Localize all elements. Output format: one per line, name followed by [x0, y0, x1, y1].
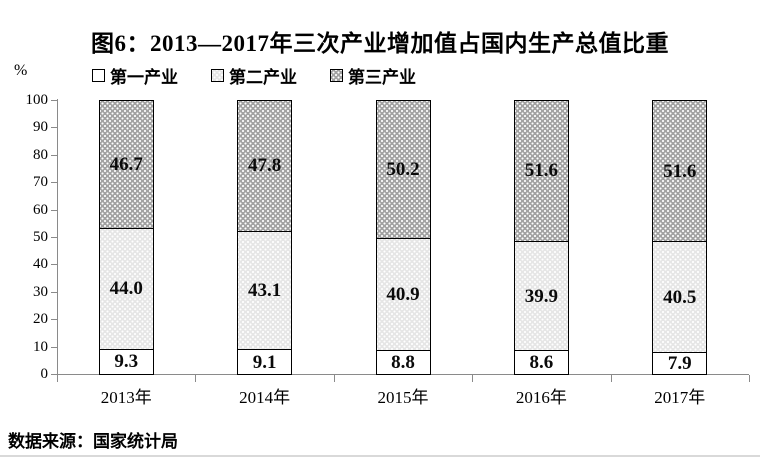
bar-segment-dark-dots: 47.8	[237, 100, 293, 232]
bar-value-label: 43.1	[247, 280, 282, 302]
y-tick-label: 80	[33, 146, 48, 163]
bar-value-label: 9.3	[114, 351, 139, 373]
bar-segment-dark-dots: 50.2	[375, 100, 431, 239]
bar-segment-light-dots: 40.5	[652, 241, 708, 354]
bar-value-label: 47.8	[247, 155, 282, 177]
y-tick-label: 0	[40, 366, 49, 382]
x-axis-tick	[57, 375, 58, 382]
bar-segment-white: 8.8	[375, 349, 431, 375]
data-source-note: 数据来源：国家统计局	[8, 432, 178, 451]
y-tick-label: 60	[33, 201, 48, 218]
x-category-label: 2013年	[100, 388, 152, 407]
y-axis-tick	[51, 346, 57, 348]
bar-segment-white: 7.9	[652, 352, 708, 375]
y-tick-label: 10	[33, 338, 48, 355]
y-axis-tick	[51, 127, 57, 129]
x-category-label: 2016年	[515, 388, 567, 407]
legend-label: 第二产业	[229, 68, 297, 87]
y-axis-tick	[51, 291, 57, 293]
y-axis-tick	[51, 209, 57, 211]
legend-item-primary-industry: 第一产业	[92, 63, 178, 88]
bar-value-label: 51.6	[524, 160, 559, 182]
y-axis-tick	[51, 100, 57, 101]
bar-value-label: 40.5	[663, 286, 697, 308]
bar-segment-dark-dots: 46.7	[98, 100, 154, 229]
y-tick-label: 20	[33, 311, 48, 328]
y-axis-tick	[51, 154, 57, 156]
legend-swatch-dark-dots-icon	[330, 69, 343, 82]
y-axis-tick	[51, 264, 57, 266]
bar-value-label: 7.9	[667, 353, 692, 375]
bar-segment-light-dots: 43.1	[237, 230, 293, 351]
y-tick-label: 70	[33, 174, 48, 191]
y-axis-tick	[51, 319, 57, 321]
y-tick-label: 100	[25, 92, 49, 108]
bar-segment-white: 8.6	[513, 350, 569, 375]
bar-value-label: 8.6	[529, 352, 554, 374]
y-axis-tick	[51, 237, 57, 238]
legend-item-secondary-industry: 第二产业	[211, 63, 297, 88]
bar-value-label: 39.9	[524, 285, 559, 307]
y-axis-unit-label: %	[14, 62, 28, 79]
legend: 第一产业 第二产业 第三产业	[92, 63, 416, 88]
bar-value-label: 8.8	[391, 351, 415, 373]
bottom-divider	[0, 455, 760, 457]
x-axis-tick	[472, 375, 474, 382]
bar-segment-light-dots: 40.9	[375, 237, 431, 351]
x-axis-tick	[610, 375, 612, 382]
legend-swatch-light-dots-icon	[211, 69, 224, 82]
legend-swatch-white-icon	[92, 69, 105, 82]
x-axis-tick	[333, 375, 335, 382]
y-tick-label: 40	[33, 256, 48, 273]
y-axis-tick	[51, 374, 57, 375]
y-tick-label: 50	[33, 229, 48, 245]
legend-item-tertiary-industry: 第三产业	[330, 63, 416, 88]
legend-label: 第三产业	[348, 68, 416, 87]
bar-value-label: 40.9	[386, 283, 420, 305]
x-axis-tick	[749, 375, 750, 382]
bar-segment-white: 9.3	[98, 348, 154, 375]
x-category-label: 2017年	[654, 388, 706, 407]
bar-value-label: 51.6	[663, 160, 697, 182]
y-axis-tick	[51, 182, 57, 184]
bar-value-label: 44.0	[109, 278, 143, 300]
bar-segment-dark-dots: 51.6	[513, 99, 569, 243]
bar-value-label: 46.7	[109, 153, 143, 175]
x-category-label: 2015年	[377, 388, 429, 407]
legend-label: 第一产业	[110, 68, 178, 87]
x-axis-tick	[195, 375, 197, 382]
bar-segment-dark-dots: 51.6	[652, 100, 708, 243]
y-tick-label: 30	[33, 283, 48, 300]
y-tick-label: 90	[33, 119, 48, 136]
y-axis-line	[57, 99, 58, 382]
bar-value-label: 9.1	[252, 351, 277, 373]
bar-segment-light-dots: 39.9	[513, 241, 569, 352]
x-category-label: 2014年	[239, 388, 291, 407]
bar-segment-white: 9.1	[237, 349, 293, 375]
bar-value-label: 50.2	[386, 159, 420, 181]
chart-title: 图6：2013—2017年三次产业增加值占国内生产总值比重	[91, 31, 669, 56]
bar-segment-light-dots: 44.0	[98, 227, 154, 350]
